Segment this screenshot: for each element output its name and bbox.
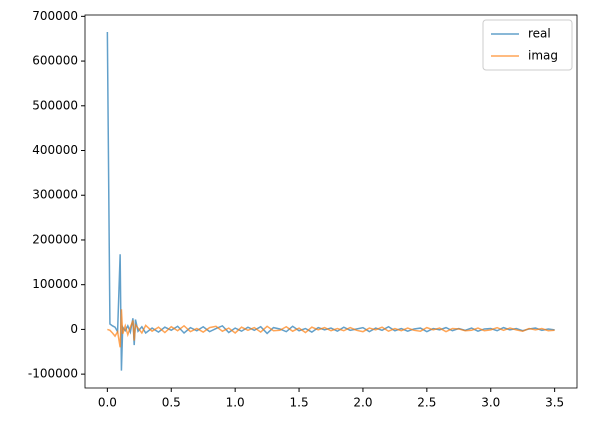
series-line [107, 309, 555, 348]
legend-label: imag [528, 49, 558, 63]
y-tick-label: 100000 [32, 277, 78, 291]
x-tick-label: 3.5 [545, 396, 564, 410]
legend-box [482, 19, 573, 71]
x-tick-label: 2.0 [353, 396, 372, 410]
y-tick-label: 200000 [32, 232, 78, 246]
x-tick-label: 1.0 [226, 396, 245, 410]
x-tick-label: 0.5 [162, 396, 181, 410]
y-tick-label: 0 [70, 322, 78, 336]
y-tick-label: -100000 [28, 367, 78, 381]
x-tick-label: 2.5 [417, 396, 436, 410]
x-tick-label: 3.0 [481, 396, 500, 410]
y-tick-label: 400000 [32, 143, 78, 157]
y-tick-label: 300000 [32, 188, 78, 202]
x-tick-label: 1.5 [290, 396, 309, 410]
x-tick-label: 0.0 [98, 396, 117, 410]
legend-label: real [528, 27, 551, 41]
y-tick-label: 700000 [32, 9, 78, 23]
y-tick-label: 500000 [32, 98, 78, 112]
series-line [106, 31, 555, 371]
axes-frame [84, 14, 578, 389]
y-tick-label: 600000 [32, 54, 78, 68]
